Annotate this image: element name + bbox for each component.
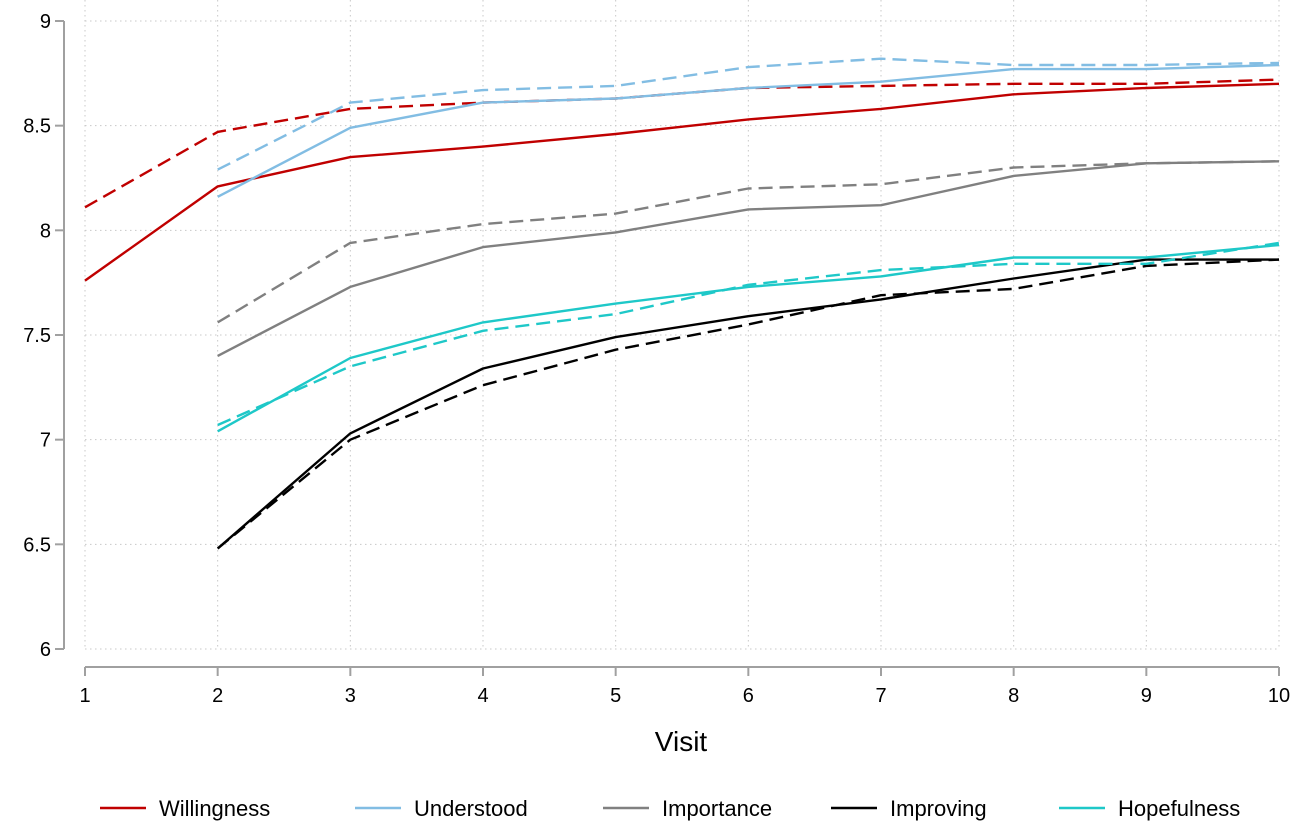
y-tick-label: 7.5 (23, 325, 51, 347)
y-tick-label: 8.5 (23, 116, 51, 138)
axes: 6 6.5 7 7.5 8 8.5 9 1 2 3 4 5 6 7 8 9 10 (23, 11, 1290, 707)
x-tick-label: 7 (875, 685, 886, 707)
legend: Willingness Understood Importance Improving… (100, 796, 1240, 821)
y-tick-label: 7 (40, 430, 51, 452)
y-tick-label: 6 (40, 639, 51, 661)
x-tick-label: 10 (1268, 685, 1290, 707)
y-tick-label: 8 (40, 220, 51, 242)
legend-label-hopefulness: Hopefulness (1118, 796, 1240, 821)
y-tick-label: 9 (40, 11, 51, 33)
series-5-dashed-line (217, 160, 1280, 324)
series-3-dashed-line (217, 57, 1280, 171)
legend-label-importance: Importance (662, 796, 772, 821)
series-lines (84, 57, 1280, 550)
legend-label-improving: Improving (890, 796, 987, 821)
importance-solid-line (217, 160, 1280, 357)
legend-label-understood: Understood (414, 796, 528, 821)
grid-lines (84, 0, 1280, 650)
series-1-dashed-line (84, 78, 1280, 209)
x-tick-label: 5 (610, 685, 621, 707)
legend-label-willingness: Willingness (159, 796, 270, 821)
x-tick-label: 9 (1141, 685, 1152, 707)
x-tick-label: 2 (212, 685, 223, 707)
x-axis-title: Visit (655, 726, 708, 757)
x-tick-label: 1 (79, 685, 90, 707)
x-tick-label: 8 (1008, 685, 1019, 707)
x-tick-label: 4 (477, 685, 488, 707)
y-tick-label: 6.5 (23, 534, 51, 556)
improving-solid-line (216, 258, 1279, 550)
willingness-solid-line (84, 82, 1280, 282)
hopefulness-solid-line (217, 243, 1280, 433)
x-tick-label: 3 (345, 685, 356, 707)
series-7-dashed-line (216, 258, 1280, 550)
understood-solid-line (217, 63, 1280, 198)
series-9-dashed-line (217, 241, 1280, 427)
x-tick-label: 6 (743, 685, 754, 707)
